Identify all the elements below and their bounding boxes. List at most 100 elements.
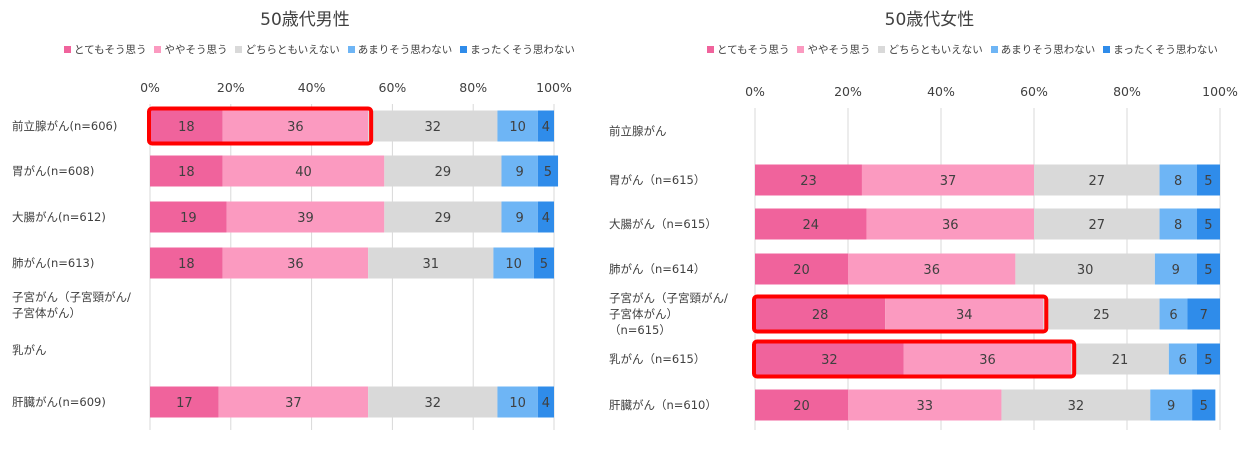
category-label: 肺がん(n=613) [12,256,94,270]
data-label: 18 [178,120,195,135]
category-label: 子宮がん（子宮頸がん/子宮体がん）（n=615） [609,291,728,337]
bar-segment [1154,253,1197,285]
bar-segment [903,343,1072,375]
bar-segment [848,389,1002,421]
legend-swatch [878,46,886,53]
bar-segment [368,247,494,279]
legend-item: あまりそう思わない [347,42,453,57]
bar-segment [755,164,862,196]
legend-swatch [707,46,714,53]
bar-segment [1159,298,1188,330]
data-label: 4 [542,396,550,411]
data-label: 5 [544,165,552,180]
legend-item: まったくそう思わない [1103,42,1218,57]
data-label: 40 [295,165,312,180]
bar-segment [848,253,1016,285]
legend-label: ややそう思う [164,44,228,56]
category-label: 乳がん [12,343,47,357]
bar-segment [218,386,369,418]
data-label: 10 [509,396,526,411]
bar-segment [1043,298,1160,330]
bar-segment [755,208,867,240]
bar-segment [1196,253,1220,285]
data-label: 9 [516,165,524,180]
bar-segment [1196,164,1220,196]
data-label: 8 [1174,174,1182,189]
bar-segment [1159,208,1197,240]
data-label: 29 [435,211,452,226]
legend-swatch [347,46,355,53]
bar-segment [1196,343,1220,375]
legend: とてもそう思う ややそう思う どちらともいえない あまりそう思わない まったくそう思わな… [64,42,583,57]
bar-segment [755,298,886,330]
legend-item: どちらともいえない [235,42,340,57]
bar-segment [150,247,223,279]
data-label: 10 [505,257,522,272]
legend-swatch [460,46,468,53]
bar-segment [222,247,369,279]
legend-label: あまりそう思わない [1000,44,1096,56]
legend-label: とてもそう思う [717,44,790,56]
bar-segment [755,253,848,285]
data-label: 4 [542,211,550,226]
bar-segment [533,247,554,279]
category-label: 前立腺がん(n=606) [12,119,117,133]
data-label: 30 [1077,263,1094,278]
legend-item: とてもそう思う [707,42,789,57]
legend-item: あまりそう思わない [990,42,1096,57]
x-tick-label: 60% [1020,84,1048,99]
data-label: 4 [542,120,550,135]
data-label: 36 [287,257,304,272]
data-label: 39 [297,211,314,226]
data-label: 36 [942,218,959,233]
data-label: 5 [1204,174,1212,189]
data-label: 27 [1089,174,1106,189]
data-label: 20 [793,263,810,278]
bar-segment [1168,343,1197,375]
data-label: 5 [1200,399,1208,414]
bar-segment [150,155,223,187]
bar-segment [501,155,538,187]
legend-item: まったくそう思わない [460,42,575,57]
highlight-frame [752,339,1077,379]
data-label: 37 [940,174,957,189]
data-label: 23 [800,174,817,189]
highlight-frame [752,294,1049,334]
x-tick-label: 0% [745,84,765,99]
data-label: 5 [1204,218,1212,233]
bar-segment [384,155,502,187]
category-label: 前立腺がん [609,124,667,138]
x-tick-label: 80% [459,80,487,95]
bar-segment [537,386,554,418]
bar-segment [1159,164,1197,196]
chart-men-50s: 50歳代男性 とてもそう思う ややそう思う どちらともいえない あまりそう思わない まっ… [0,0,610,453]
bar-segment [368,386,498,418]
category-label: 肝臓がん（n=610） [609,398,717,412]
bar-segment [1015,253,1155,285]
bar-segment [1187,298,1220,330]
data-label: 10 [509,120,526,135]
legend-swatch [1103,46,1111,53]
legend-swatch [990,46,998,53]
data-label: 17 [176,396,193,411]
data-label: 9 [1167,399,1175,414]
data-label: 5 [1204,263,1212,278]
bar-segment [755,389,848,421]
category-label: 肺がん（n=614） [609,262,705,276]
data-label: 25 [1093,308,1110,323]
bar-segment [866,208,1034,240]
legend-label: とてもそう思う [74,44,147,56]
bar-segment [368,110,498,142]
data-label: 6 [1179,353,1187,368]
x-tick-label: 100% [536,80,572,95]
category-label: 胃がん(n=608) [12,164,94,178]
highlight-frame [147,106,374,146]
chart-title: 50歳代男性 [260,10,350,30]
bar-segment [497,386,538,418]
x-tick-label: 20% [834,84,862,99]
bar-segment [537,155,559,187]
legend-label: ややそう思う [807,44,871,56]
bar-segment [493,247,534,279]
legend-label: あまりそう思わない [357,44,453,56]
bar-segment [226,201,385,233]
